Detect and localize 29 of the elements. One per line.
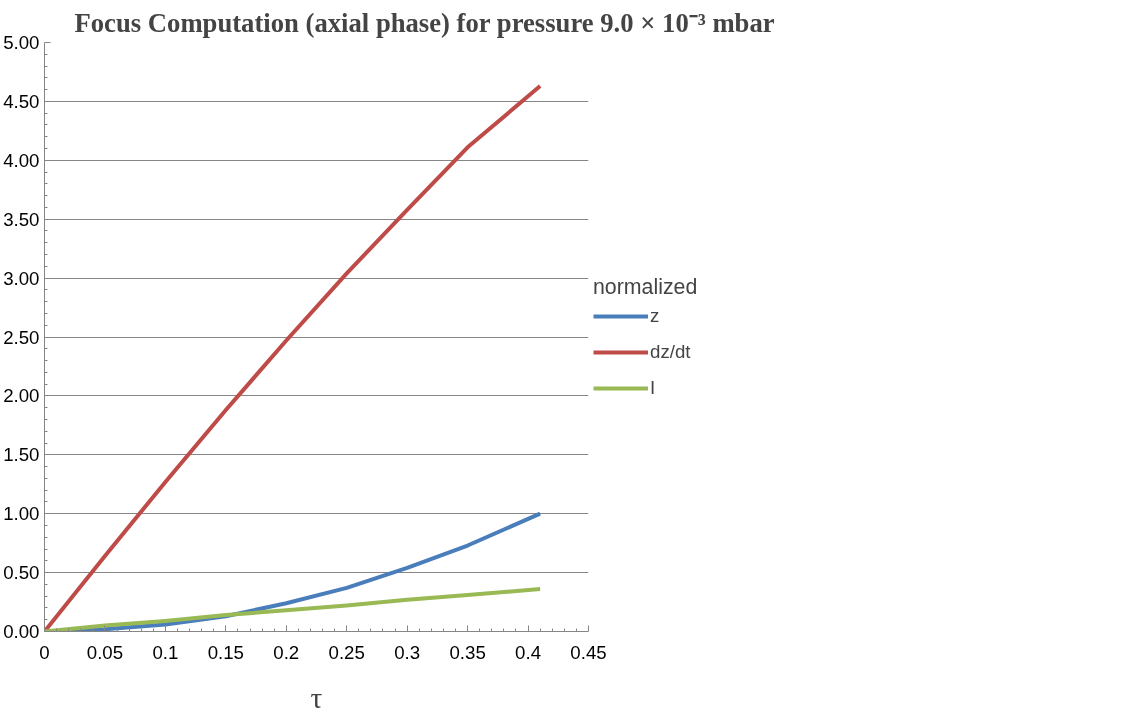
x-tick-label: 0.4 xyxy=(515,641,542,663)
legend-label: dz/dt xyxy=(650,340,691,363)
line-series xyxy=(44,84,543,632)
x-tick-label: 0 xyxy=(39,641,50,663)
y-tick-label: 0.00 xyxy=(3,621,40,642)
x-tick-label: 0.35 xyxy=(449,641,486,663)
legend-label: I xyxy=(650,376,657,399)
x-tick-label: 0.45 xyxy=(570,641,607,663)
y-tick-label: 5.00 xyxy=(3,32,40,53)
y-tick-label: 4.00 xyxy=(3,149,40,171)
chart-title: Focus Computation (axial phase) for pressure 9.0 × 10⁻³ mbar xyxy=(74,7,775,38)
y-tick-label: 2.00 xyxy=(3,385,40,407)
legend-label: z xyxy=(650,304,661,327)
y-tick-label: 3.00 xyxy=(3,267,40,289)
x-tick-label: 0.3 xyxy=(394,641,421,663)
y-tick-label: 4.50 xyxy=(3,90,40,112)
x-tick-label: 0.05 xyxy=(86,641,124,663)
y-tick-label: 2.50 xyxy=(3,326,40,348)
legend-title: normalized xyxy=(593,274,698,300)
y-tick-label: 0.50 xyxy=(3,562,40,584)
x-axis-title: τ xyxy=(310,681,323,714)
y-tick-label: 1.00 xyxy=(3,503,40,525)
x-tick-label: 0.25 xyxy=(328,641,365,663)
y-tick-label: 3.50 xyxy=(3,208,40,230)
x-tick-label: 0.2 xyxy=(273,641,300,663)
line-series xyxy=(44,587,543,632)
y-tick-label: 1.50 xyxy=(3,444,40,466)
x-tick-label: 0.15 xyxy=(207,641,244,663)
x-tick-label: 0.1 xyxy=(152,641,179,663)
